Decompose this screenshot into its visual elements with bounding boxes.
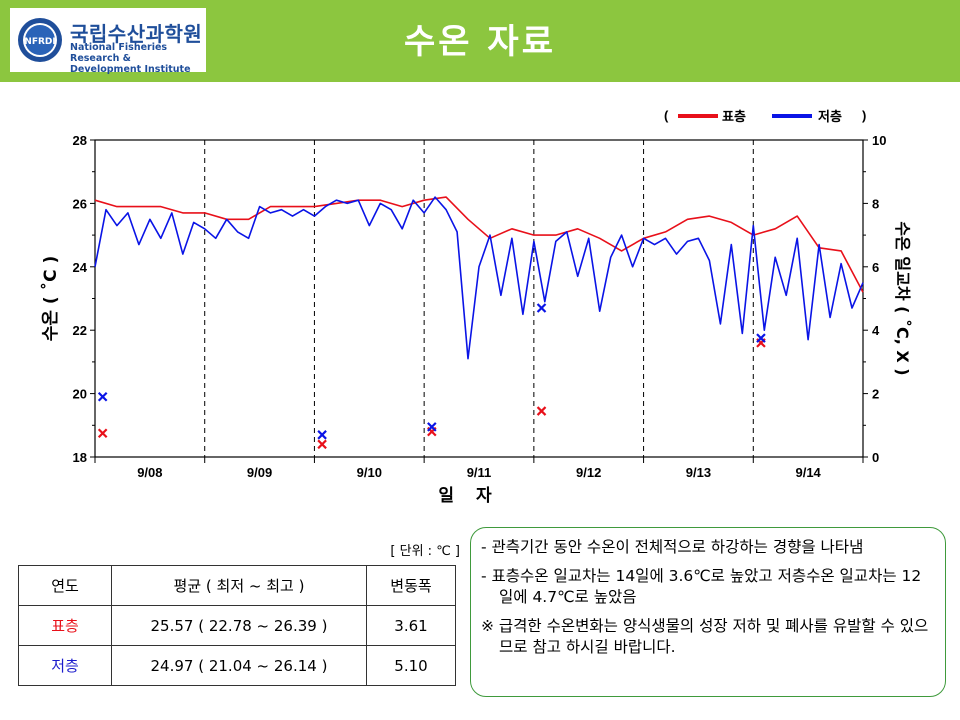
y-axis-title: 수온 ( ˚C ) xyxy=(39,256,61,342)
nfrdi-emblem-icon: NFRDI xyxy=(18,18,62,62)
y2-tick-label: 2 xyxy=(872,387,879,402)
y-tick-label: 28 xyxy=(73,133,87,148)
notes-box: - 관측기간 동안 수온이 전체적으로 하강하는 경향을 나타냄 - 표층수온 … xyxy=(470,527,946,697)
x-tick-label: 9/13 xyxy=(686,465,711,480)
x-tick-label: 9/11 xyxy=(467,465,492,480)
range-marker-stroke xyxy=(536,303,547,313)
row-range-bottom: 5.10 xyxy=(366,645,456,686)
range-marker-stroke xyxy=(97,391,108,402)
col-header-range: 변동폭 xyxy=(366,565,456,606)
header-bar: NFRDI 국립수산과학원 National Fisheries Researc… xyxy=(0,0,960,82)
range-marker xyxy=(97,391,108,402)
y2-tick-label: 6 xyxy=(872,260,879,275)
y2-tick-label: 8 xyxy=(872,196,879,211)
table-header-row: 연도 평균 ( 최저 ~ 최고 ) 변동폭 xyxy=(18,565,456,606)
range-marker xyxy=(536,406,547,416)
y2-tick-label: 10 xyxy=(872,133,886,148)
x-tick-label: 9/14 xyxy=(795,465,821,480)
range-marker xyxy=(427,422,437,432)
range-marker xyxy=(756,333,766,343)
y2-tick-label: 4 xyxy=(872,323,880,338)
range-marker xyxy=(317,430,327,440)
statistics-table: 연도 평균 ( 최저 ~ 최고 ) 변동폭 표층 25.57 ( 22.78 ~… xyxy=(18,565,456,686)
table-row: 저층 24.97 ( 21.04 ~ 26.14 ) 5.10 xyxy=(18,645,456,686)
range-marker-stroke xyxy=(97,428,108,439)
y-tick-label: 24 xyxy=(73,260,88,275)
y2-tick-label: 0 xyxy=(872,450,879,465)
range-marker xyxy=(317,439,327,450)
legend-label-bottom: 저층 xyxy=(818,109,842,125)
svg-text:NFRDI: NFRDI xyxy=(24,37,55,47)
page-title: 수온 자료 xyxy=(404,22,556,62)
logo-korean-name: 국립수산과학원 xyxy=(70,22,203,46)
y-tick-label: 26 xyxy=(73,196,87,211)
range-marker-stroke xyxy=(317,430,327,440)
institute-logo: NFRDI 국립수산과학원 National Fisheries Researc… xyxy=(10,8,206,75)
y-tick-label: 18 xyxy=(73,450,87,465)
plot-frame xyxy=(94,139,864,458)
col-header-mean: 평균 ( 최저 ~ 최고 ) xyxy=(111,565,367,606)
col-header-year: 연도 xyxy=(18,565,112,606)
note-warning: ※ 급격한 수온변화는 양식생물의 성장 저하 및 폐사를 유발할 수 있으므로… xyxy=(481,617,929,656)
y-tick-label: 20 xyxy=(73,387,87,402)
x-tick-label: 9/12 xyxy=(576,465,601,480)
y-tick-label: 22 xyxy=(73,323,87,338)
y2-axis-title: 수온 일교차 ( ˚C, X ) xyxy=(893,221,912,375)
note-trend: - 관측기간 동안 수온이 전체적으로 하강하는 경향을 나타냄 xyxy=(481,538,864,556)
series-line xyxy=(94,196,864,293)
legend-label-surface: 표층 xyxy=(722,109,746,125)
range-marker-stroke xyxy=(317,439,327,450)
row-label-surface: 표층 xyxy=(18,605,112,646)
unit-label: [ 단위 : ℃ ] xyxy=(390,544,460,559)
row-value-surface: 25.57 ( 22.78 ~ 26.39 ) xyxy=(111,605,367,646)
x-axis-title: 일 자 xyxy=(438,486,499,506)
legend: ( 표층 저층) xyxy=(664,108,866,125)
row-label-bottom: 저층 xyxy=(18,645,112,686)
note-daily-range: - 표층수온 일교차는 14일에 3.6℃로 높았고 저층수온 일교차는 12일… xyxy=(481,567,922,606)
range-marker-stroke xyxy=(536,406,547,416)
legend-close-paren: ) xyxy=(862,108,866,123)
legend-open-paren: ( xyxy=(664,108,669,123)
series-line xyxy=(94,196,864,360)
range-marker xyxy=(536,303,547,313)
range-marker-stroke xyxy=(427,422,437,432)
x-tick-label: 9/08 xyxy=(137,465,162,480)
x-tick-label: 9/10 xyxy=(357,465,382,480)
logo-english-name: National Fisheries Research & Developmen… xyxy=(70,42,191,75)
range-marker-stroke xyxy=(756,333,766,343)
x-tick-label: 9/09 xyxy=(247,465,272,480)
table-row: 표층 25.57 ( 22.78 ~ 26.39 ) 3.61 xyxy=(18,605,456,646)
row-range-surface: 3.61 xyxy=(366,605,456,646)
range-marker xyxy=(97,428,108,439)
row-value-bottom: 24.97 ( 21.04 ~ 26.14 ) xyxy=(111,645,367,686)
